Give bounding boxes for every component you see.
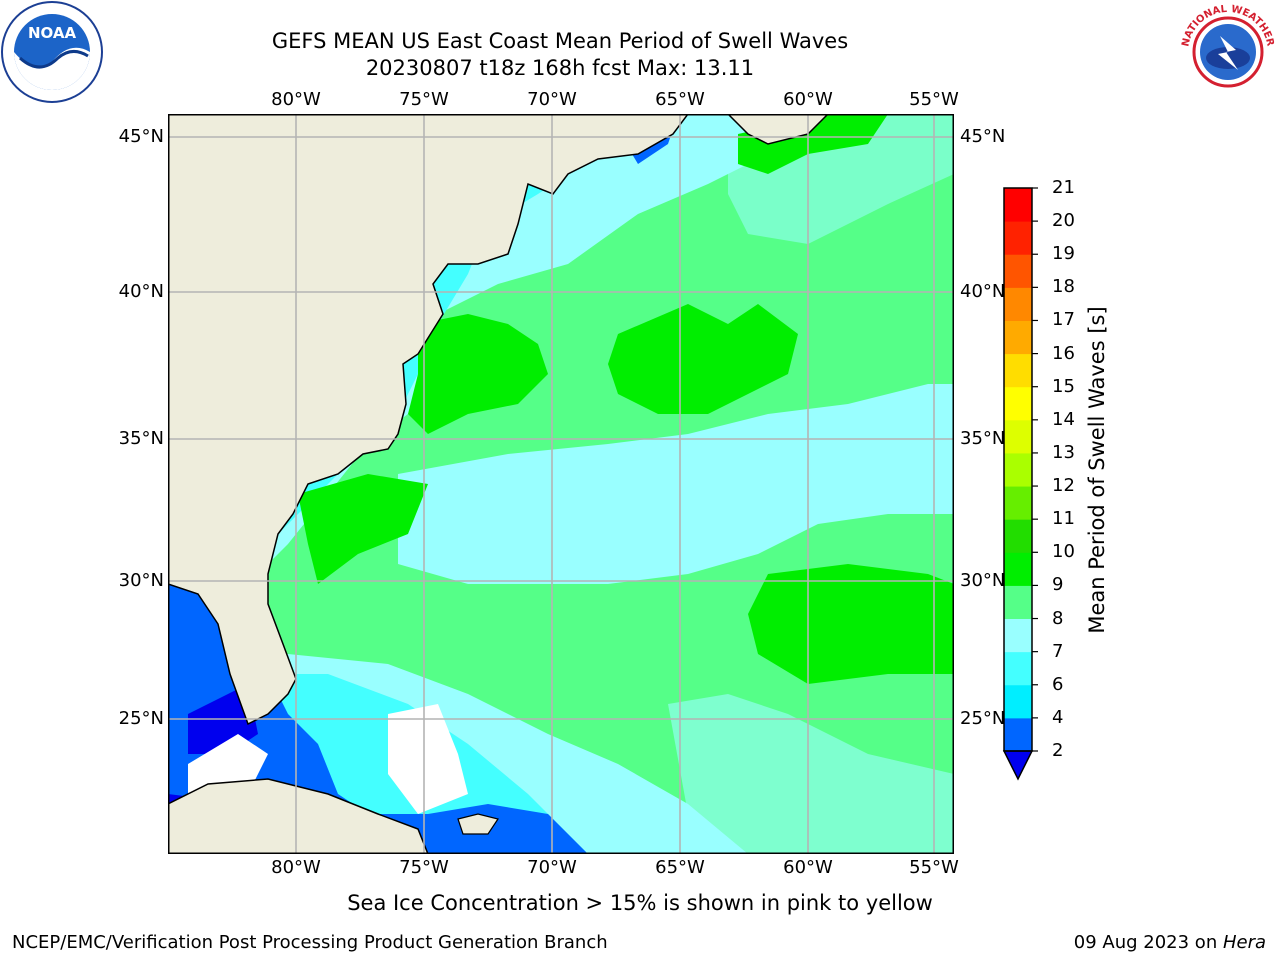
swell-band-11s-patch: [608, 304, 798, 414]
swell-band-11s-patch: [748, 564, 954, 684]
lat-label-right: 30°N: [960, 570, 1006, 591]
lat-label-left: 30°N: [118, 570, 164, 591]
lat-label-left: 40°N: [118, 281, 164, 302]
lat-label-left: 25°N: [118, 708, 164, 729]
colorbar-under-arrow: [1002, 750, 1034, 781]
colorbar-tick-label: 4: [1052, 706, 1064, 728]
colorbar-segment: [1004, 651, 1032, 686]
colorbar-tick-label: 9: [1052, 574, 1064, 596]
map-title: GEFS MEAN US East Coast Mean Period of S…: [271, 29, 849, 53]
lon-label-bottom: 55°W: [909, 857, 959, 878]
colorbar-tick-label: 12: [1052, 475, 1075, 497]
lon-label-bottom: 75°W: [399, 857, 449, 878]
colorbar-segment: [1004, 320, 1032, 355]
colorbar-segment: [1004, 188, 1032, 222]
colorbar-segment: [1004, 386, 1032, 421]
sea-ice-note: Sea Ice Concentration > 15% is shown in …: [347, 891, 933, 915]
map-graticule: [168, 114, 954, 854]
noaa-logo-icon: NOAA: [1, 1, 103, 103]
colorbar-segment: [1004, 684, 1032, 719]
lat-label-left: 45°N: [118, 126, 164, 147]
date-text: 09 Aug 2023 on Hera: [1073, 932, 1266, 953]
swell-band-9s-se: [668, 694, 954, 854]
lon-label-top: 65°W: [655, 89, 705, 110]
colorbar-tick-label: 18: [1052, 276, 1075, 298]
swell-period-map: [168, 114, 954, 854]
colorbar-tick-label: 19: [1052, 243, 1075, 265]
colorbar-tick-label: 13: [1052, 441, 1075, 463]
us-east-coast-land: [168, 114, 689, 726]
no-data-bahamas: [388, 704, 468, 814]
swell-band-11s-patch: [408, 314, 548, 434]
nws-logo-icon: NATIONAL WEATHER SERVICE: [1176, 0, 1278, 102]
lat-label-right: 40°N: [960, 281, 1006, 302]
colorbar-tick-label: 15: [1052, 375, 1075, 397]
colorbar-segment: [1004, 353, 1032, 388]
colorbar-segment: [1004, 618, 1032, 653]
noaa-logo-text: NOAA: [28, 24, 77, 42]
colorbar-tick-label: 2: [1052, 740, 1064, 761]
colorbar-frame: [1003, 187, 1033, 752]
lon-label-top: 80°W: [271, 89, 321, 110]
lon-label-bottom: 60°W: [783, 857, 833, 878]
colorbar: [1002, 187, 1038, 781]
colorbar-tick-label: 7: [1052, 640, 1064, 662]
lon-label-top: 55°W: [909, 89, 959, 110]
colorbar-segment: [1004, 221, 1032, 255]
hispaniola-land: [457, 813, 499, 835]
credit-text: NCEP/EMC/Verification Post Processing Pr…: [12, 932, 608, 953]
map-frame: [168, 114, 954, 854]
lon-label-bottom: 65°W: [655, 857, 705, 878]
colorbar-segment: [1004, 287, 1032, 321]
colorbar-tick-label: 14: [1052, 408, 1075, 430]
colorbar-segment: [1004, 519, 1032, 553]
colorbar-tick-label: 11: [1052, 508, 1075, 530]
lon-label-top: 60°W: [783, 89, 833, 110]
colorbar-tick-label: 20: [1052, 210, 1075, 232]
colorbar-tick-label: 21: [1052, 177, 1075, 198]
colorbar-tick-label: 6: [1052, 673, 1064, 695]
colorbar-segment: [1004, 452, 1032, 487]
swell-band-9s-mid: [398, 384, 954, 584]
colorbar-segment: [1004, 585, 1032, 620]
colorbar-segment: [1004, 486, 1032, 520]
swell-band-11s-patch: [298, 474, 428, 634]
lat-label-right: 25°N: [960, 708, 1006, 729]
lon-label-bottom: 70°W: [527, 857, 577, 878]
lat-label-right: 45°N: [960, 126, 1006, 147]
lat-label-right: 35°N: [960, 428, 1006, 449]
lon-label-bottom: 80°W: [271, 857, 321, 878]
lon-label-top: 75°W: [399, 89, 449, 110]
colorbar-tick-label: 8: [1052, 607, 1064, 629]
colorbar-tick-label: 10: [1052, 541, 1075, 563]
colorbar-segment: [1004, 419, 1032, 454]
map-subtitle: 20230807 t18z 168h fcst Max: 13.11: [365, 56, 755, 80]
colorbar-tick-label: 16: [1052, 342, 1075, 364]
colorbar-segment: [1004, 254, 1032, 288]
lat-label-left: 35°N: [118, 428, 164, 449]
colorbar-segment: [1004, 552, 1032, 586]
lon-label-top: 70°W: [527, 89, 577, 110]
cuba-land: [168, 778, 429, 854]
colorbar-segment: [1004, 717, 1032, 752]
colorbar-tick-label: 17: [1052, 309, 1075, 331]
colorbar-label: Mean Period of Swell Waves [s]: [1085, 306, 1109, 634]
